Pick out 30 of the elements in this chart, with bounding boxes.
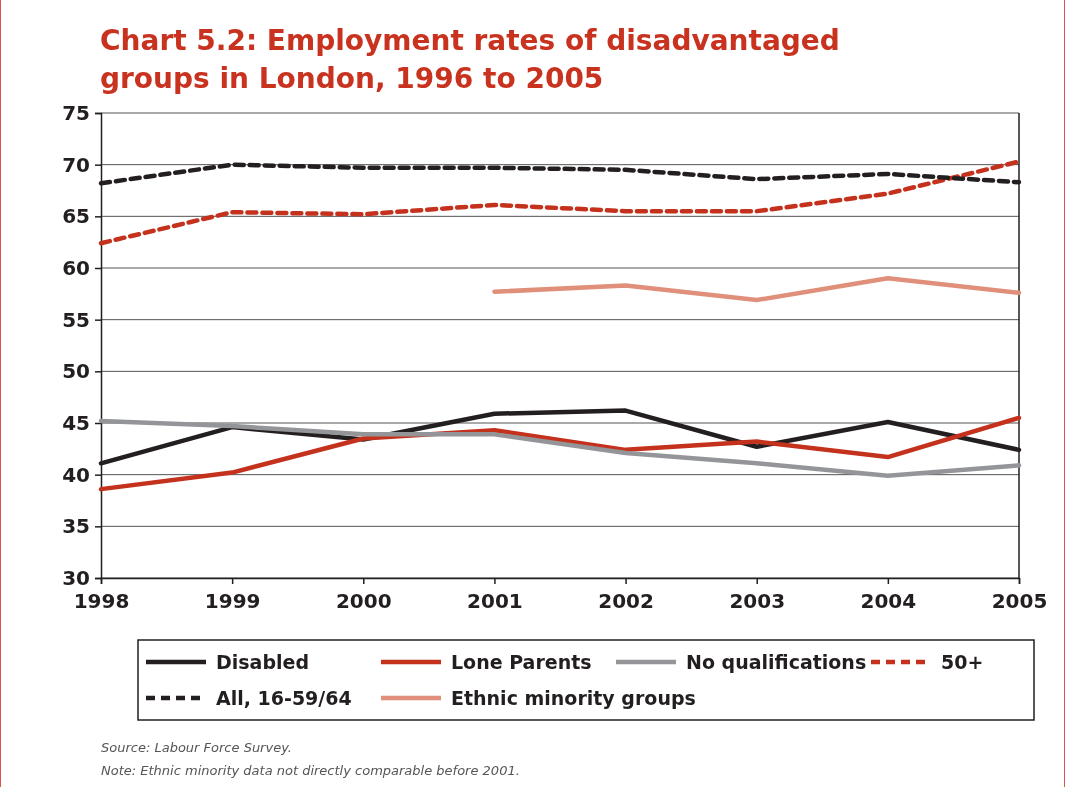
legend-label: No qualifications [686, 651, 867, 673]
x-tick-label: 2005 [991, 589, 1048, 614]
y-tick-label: 50 [62, 359, 90, 384]
x-tick-label: 1998 [73, 589, 130, 614]
x-tick-label: 1999 [204, 589, 261, 614]
y-tick-label: 35 [62, 514, 90, 539]
x-tick-label: 2004 [860, 589, 917, 614]
y-tick-label: 55 [62, 307, 90, 332]
y-tick-label: 40 [62, 462, 90, 487]
line-series [98, 418, 1022, 478]
x-tick-label: 2003 [729, 589, 786, 614]
x-tick-label: 2002 [598, 589, 654, 614]
y-tick-label: 60 [62, 255, 90, 280]
legend-label: 50+ [941, 651, 984, 673]
legend-label: Lone Parents [451, 651, 592, 673]
y-tick-label: 75 [62, 100, 90, 125]
legend-label: Disabled [216, 651, 310, 673]
line-series [492, 276, 1022, 303]
text: Note: Ethnic minority data not directly comparable before 2001. [101, 763, 520, 778]
legend-label: Ethnic minority groups [451, 687, 696, 709]
y-tick-label: 65 [62, 204, 90, 229]
chart-title: Chart 5.2: Employment rates of disadvantaged groups in London, 1996 to 2005 [100, 24, 840, 95]
legend-label: All, 16-59/64 [216, 687, 352, 709]
y-tick-label: 30 [62, 565, 90, 590]
x-tick-label: 2000 [335, 589, 392, 614]
x-tick-label: 2001 [467, 589, 523, 614]
y-tick-label: 45 [62, 410, 90, 435]
source-note: Source: Labour Force Survey. [101, 740, 292, 755]
y-tick-label: 70 [62, 152, 90, 177]
line-series [98, 415, 1022, 492]
